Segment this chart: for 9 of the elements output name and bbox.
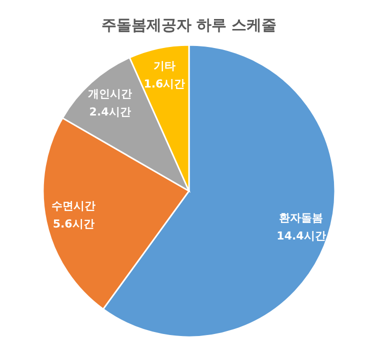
data-label: 14.4시간 bbox=[276, 229, 326, 242]
slice-label: 기타 bbox=[153, 60, 176, 73]
data-label: 1.6시간 bbox=[144, 78, 186, 91]
slice-label: 개인시간 bbox=[88, 87, 132, 100]
slice-label: 수면시간 bbox=[52, 200, 96, 213]
chart-title: 주돌봄제공자 하루 스케줄 bbox=[101, 16, 277, 34]
slice-label: 환자돌봄 bbox=[279, 211, 324, 224]
data-label: 2.4시간 bbox=[89, 105, 131, 118]
data-label: 5.6시간 bbox=[52, 218, 94, 231]
